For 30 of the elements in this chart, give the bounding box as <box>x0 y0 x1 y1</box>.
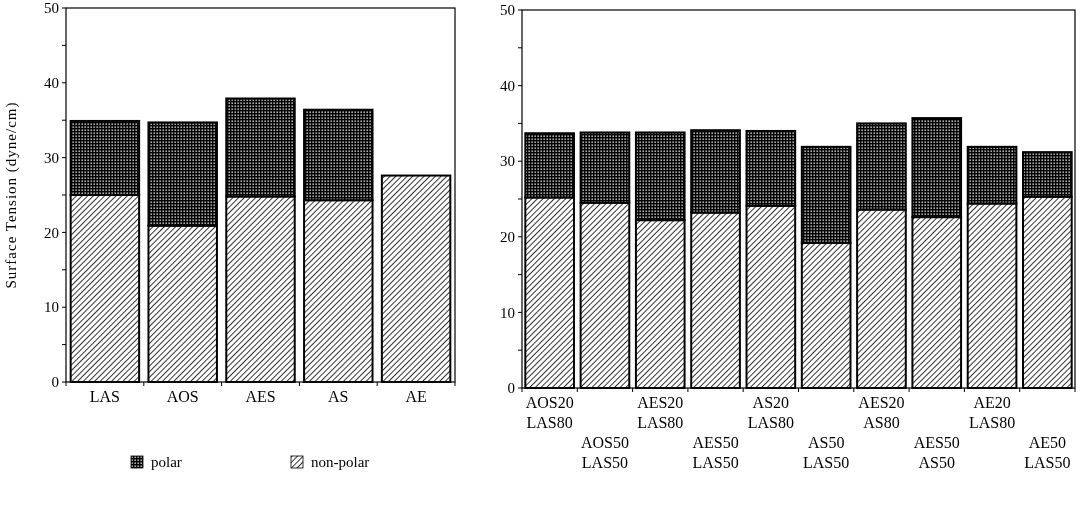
y-tick-label: 0 <box>507 380 515 397</box>
y-axis-title: Surface Tension (dyne/cm) <box>3 101 20 289</box>
x-tick-label: AOS50 LAS50 <box>580 434 629 471</box>
y-tick-label: 20 <box>500 229 515 246</box>
legend-label: non-polar <box>311 454 370 471</box>
x-tick-label: AOS20 LAS80 <box>525 394 574 431</box>
y-tick-label: 40 <box>500 77 515 94</box>
y-tick-label: 30 <box>44 149 59 166</box>
x-tick-label: AE50 LAS50 <box>1024 434 1071 471</box>
x-tick-label: LAS <box>89 388 121 405</box>
x-tick-label: AOS <box>166 388 199 405</box>
y-tick-label: 30 <box>500 153 515 170</box>
x-tick-label: AS <box>328 388 349 405</box>
y-tick-label: 10 <box>44 299 59 316</box>
y-tick-label: 50 <box>500 2 515 19</box>
x-tick-label: AS20 LAS80 <box>747 394 794 431</box>
y-tick-label: 10 <box>500 304 515 321</box>
y-tick-label: 20 <box>44 224 59 241</box>
x-tick-label: AES <box>245 388 276 405</box>
x-tick-label: AES20 AS80 <box>858 394 905 431</box>
y-tick-label: 40 <box>44 75 59 92</box>
x-tick-label: AE20 LAS80 <box>968 394 1016 431</box>
x-tick-label: AES50 AS50 <box>913 434 960 471</box>
x-tick-label: AES50 LAS50 <box>692 434 739 471</box>
y-tick-label: 0 <box>51 374 59 391</box>
x-tick-label: AS50 LAS50 <box>803 434 850 471</box>
legend-label: polar <box>151 454 182 471</box>
y-tick-label: 50 <box>44 0 59 17</box>
x-tick-label: AES20 LAS80 <box>637 394 684 431</box>
x-tick-label: AE <box>405 388 427 405</box>
